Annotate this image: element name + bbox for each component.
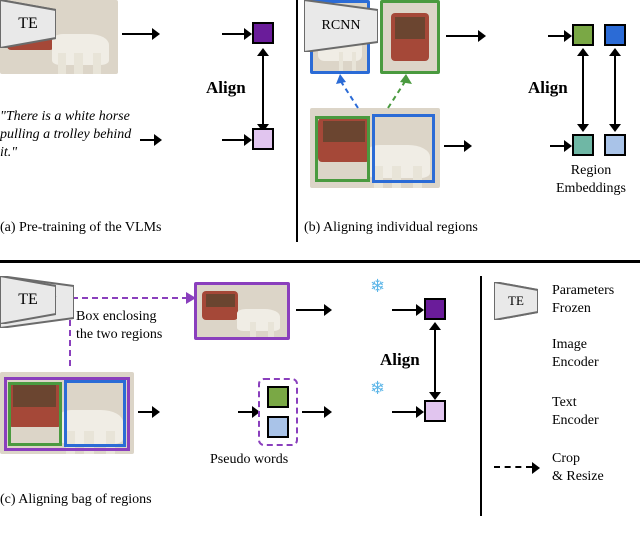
frozen-icon-ie: ❄: [370, 276, 385, 297]
arrow-c1: [296, 309, 324, 311]
te-label-a: TE: [0, 15, 56, 33]
arrow-b3: [444, 145, 464, 147]
caption-text-a: "There is a white horse pulling a trolle…: [0, 108, 138, 163]
align-arrow-b1: [582, 56, 584, 124]
caption-c: (c) Aligning bag of regions: [0, 492, 152, 508]
rcnn-block-b: RCNN: [304, 0, 378, 52]
arrow-c5: [302, 411, 324, 413]
legend-ie: Image Encoder: [552, 336, 599, 371]
arrow-b4: [550, 145, 564, 147]
emb-b-1: [572, 24, 594, 46]
bbox-blue-c: [64, 380, 126, 447]
bbox-blue-b: [372, 114, 434, 183]
align-arrow-c: [434, 330, 436, 392]
emb-img-a: [252, 22, 274, 44]
align-label-b: Align: [528, 78, 568, 98]
bbox-green-c: [8, 382, 62, 446]
dash-blue-b: [334, 76, 374, 110]
arrow-c6: [392, 411, 416, 413]
image-b: [310, 108, 440, 188]
emb-txt-a: [252, 128, 274, 150]
arrow-b1: [446, 35, 478, 37]
align-label-a: Align: [206, 78, 246, 98]
align-arrow-b2: [614, 56, 616, 124]
legend-te-block: TE: [494, 282, 538, 320]
region-emb-label: Region Embeddings: [556, 162, 626, 197]
pseudo-label: Pseudo words: [210, 452, 288, 468]
crop-both: [194, 282, 290, 340]
divider-v-top: [296, 0, 298, 242]
legend-crop: Crop & Resize: [552, 450, 604, 485]
crop-trolley: [380, 0, 440, 74]
bbox-green-b: [315, 116, 370, 182]
legend-te: Text Encoder: [552, 394, 599, 429]
panel-c: Box enclosing the two regions IE ❄ RCNN …: [0, 276, 468, 538]
panel-b: IE RCNN Align Region Embeddings (b) Alig…: [304, 0, 640, 268]
te-block-c: TE: [0, 276, 56, 324]
arrow-a3: [140, 139, 154, 141]
arrow-c2: [392, 309, 416, 311]
emb-b-2: [604, 24, 626, 46]
frozen-icon-te: ❄: [370, 378, 385, 399]
divider-h: [0, 260, 640, 263]
dash-green-b: [384, 76, 424, 110]
arrow-c3: [138, 411, 152, 413]
align-arrow-a: [262, 56, 264, 124]
pseudo-1: [267, 386, 289, 408]
align-label-c: Align: [380, 350, 420, 370]
emb-c-img: [424, 298, 446, 320]
divider-v-bottom: [480, 276, 482, 516]
arrow-a2: [222, 33, 244, 35]
image-c: [0, 372, 134, 454]
emb-b-3: [572, 134, 594, 156]
emb-b-4: [604, 134, 626, 156]
arrow-b2: [548, 35, 564, 37]
caption-b: (b) Aligning individual regions: [304, 220, 478, 236]
te-label-c: TE: [0, 291, 56, 309]
rcnn-label-b: RCNN: [304, 18, 378, 34]
arrow-a1: [122, 33, 152, 35]
legend-frozen: Parameters Frozen: [552, 282, 614, 317]
arrow-c4: [238, 411, 252, 413]
emb-c-txt: [424, 400, 446, 422]
caption-a: (a) Pre-training of the VLMs: [0, 220, 161, 236]
legend-crop-arrow: [494, 466, 532, 468]
legend-te-label: TE: [494, 293, 538, 309]
pseudo-2: [267, 416, 289, 438]
arrow-a4: [222, 139, 244, 141]
te-block-a: TE: [0, 0, 56, 48]
panel-a: IE Align "There is a white horse pulling…: [0, 0, 290, 268]
